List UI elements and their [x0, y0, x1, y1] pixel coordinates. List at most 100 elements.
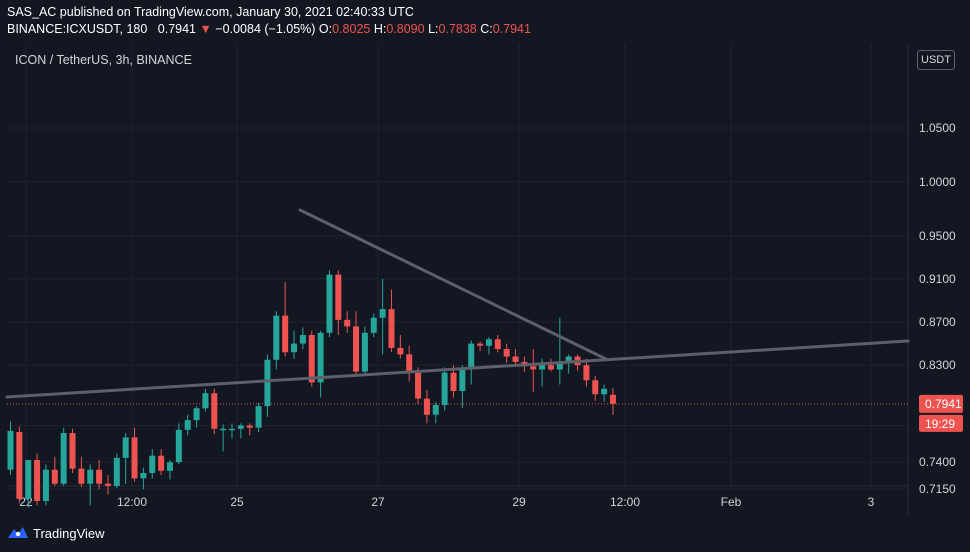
candle-up-body: [565, 356, 572, 362]
y-tick-label: 1.0500: [919, 121, 956, 135]
x-tick-label: 3: [868, 495, 875, 509]
candle-down-body: [96, 469, 103, 484]
candle-down-body: [353, 326, 360, 372]
candle-up-body: [370, 317, 377, 333]
last-price-label: 0.7941: [925, 397, 962, 411]
candle-down-body: [423, 398, 430, 415]
candle-down-body: [512, 356, 519, 362]
x-tick-label: 29: [512, 495, 526, 509]
candle-down-body: [450, 372, 457, 392]
candle-down-body: [16, 431, 23, 499]
candle-up-body: [175, 429, 182, 463]
candle-up-body: [539, 365, 546, 370]
currency-button[interactable]: USDT: [917, 50, 955, 70]
low-label: L:: [428, 22, 439, 36]
x-tick-label: 27: [371, 495, 385, 509]
footer-bar: [0, 516, 970, 552]
y-tick-label: 0.8700: [919, 315, 956, 329]
y-tick-label: 0.9500: [919, 229, 956, 243]
change-value: −0.0084 (−1.05%): [215, 22, 316, 36]
header-bar: SAS_AC published on TradingView.com, Jan…: [0, 0, 970, 42]
candle-up-body: [149, 455, 156, 473]
candle-up-body: [7, 430, 14, 470]
close-value: 0.7941: [492, 22, 531, 36]
candle-down-body: [34, 460, 41, 501]
support-trendline: [5, 339, 910, 399]
candle-down-body: [69, 433, 76, 469]
candle-up-body: [264, 359, 271, 407]
publisher-line: SAS_AC published on TradingView.com, Jan…: [7, 5, 414, 19]
candle-up-body: [601, 388, 608, 395]
candle-up-body: [237, 425, 244, 429]
low-value: 0.7838: [438, 22, 477, 36]
symbol-label: BINANCE:ICXUSDT, 180: [7, 22, 148, 36]
candle-up-body: [255, 406, 262, 428]
candle-up-body: [361, 332, 368, 372]
candle-up-body: [273, 315, 280, 360]
candle-up-body: [193, 408, 200, 421]
chart-frame[interactable]: [7, 44, 965, 516]
candle-up-body: [229, 428, 235, 431]
candle-up-body: [60, 433, 67, 484]
candle-up-body: [184, 420, 191, 430]
candle-down-body: [547, 365, 554, 370]
candle-up-body: [42, 469, 49, 501]
candle-up-body: [468, 343, 475, 370]
candle-up-body: [25, 460, 32, 499]
y-tick-label: 1.0000: [919, 175, 956, 189]
candle-up-body: [202, 393, 209, 409]
candle-down-body: [51, 469, 58, 484]
candle-down-body: [158, 455, 165, 471]
y-tick-label: 0.9100: [919, 272, 956, 286]
candle-up-body: [220, 428, 227, 431]
candle-up-body: [485, 339, 492, 346]
y-tick-label: 0.7150: [919, 482, 956, 496]
candlestick-chart[interactable]: 1.05001.00000.95000.91000.87000.83000.77…: [0, 0, 970, 516]
candle-up-body: [459, 369, 466, 392]
chart-title: ICON / TetherUS, 3h, BINANCE: [15, 53, 192, 67]
candle-down-body: [246, 425, 253, 428]
candle-down-body: [388, 309, 395, 348]
brand-text: TradingView: [33, 526, 105, 541]
candle-up-body: [122, 437, 129, 458]
candle-up-body: [326, 274, 333, 333]
candle-down-body: [282, 315, 289, 353]
tradingview-logo-icon: [8, 527, 28, 538]
countdown-label-bg: [919, 414, 963, 432]
y-tick-label: 0.8300: [919, 358, 956, 372]
candle-up-body: [299, 334, 306, 344]
candle-down-body: [503, 348, 510, 357]
candle-down-body: [415, 372, 422, 399]
high-value: 0.8090: [386, 22, 425, 36]
last-price: 0.7941: [157, 22, 197, 36]
y-tick-label: 0.7400: [919, 455, 956, 469]
candle-down-body: [397, 347, 404, 355]
candle-down-body: [494, 339, 501, 349]
countdown-label: 19:29: [925, 417, 955, 431]
resistance-trendline: [298, 208, 608, 361]
candle-up-body: [291, 343, 298, 353]
last-price-label-bg: [919, 394, 963, 413]
close-label: C:: [480, 22, 493, 36]
candle-down-body: [477, 343, 484, 346]
candle-up-body: [87, 469, 94, 484]
candle-down-body: [335, 274, 342, 320]
candle-down-body: [131, 437, 138, 479]
candle-up-body: [113, 457, 120, 486]
candle-down-body: [344, 319, 351, 327]
candle-up-body: [432, 405, 439, 415]
candle-up-body: [556, 361, 563, 370]
candle-down-body: [104, 483, 111, 486]
candle-up-body: [140, 472, 147, 479]
candle-down-body: [211, 393, 218, 429]
candle-up-body: [379, 309, 386, 318]
triangle-down-icon: ▼: [199, 22, 212, 36]
x-tick-label: 25: [230, 495, 244, 509]
x-tick-label: 12:00: [117, 495, 147, 509]
candle-up-body: [317, 332, 324, 383]
candle-down-body: [308, 334, 315, 383]
x-tick-label: Feb: [721, 495, 742, 509]
open-label: O:: [318, 22, 333, 36]
candle-down-body: [530, 366, 537, 370]
candle-down-body: [583, 365, 590, 381]
